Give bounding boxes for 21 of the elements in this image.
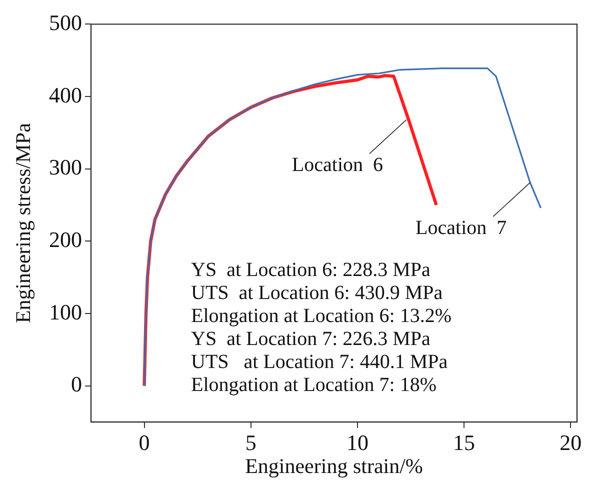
y-tick-label: 300 — [49, 154, 82, 180]
y-tick-label: 0 — [71, 372, 82, 397]
annotation: UTS at Location 6: 430.9 MPa — [191, 282, 443, 304]
annotation: Elongation at Location 7: 18% — [191, 374, 436, 396]
annotation: YS at Location 6: 228.3 MPa — [191, 259, 431, 282]
annotation: Location 6 — [292, 154, 384, 176]
x-axis-title: Engineering strain/% — [245, 454, 423, 478]
y-tick-label: 400 — [49, 82, 82, 108]
y-tick-label: 500 — [49, 10, 82, 35]
y-tick-label: 200 — [49, 226, 82, 252]
annotation: Elongation at Location 6: 13.2% — [191, 305, 452, 328]
x-tick-label: 10 — [346, 430, 368, 455]
annotation: Location 7 — [416, 216, 507, 239]
x-tick-label: 0 — [138, 430, 150, 455]
y-axis-title: Engineering stress/MPa — [11, 122, 36, 324]
y-tick-label: 100 — [49, 299, 82, 324]
x-tick-label: 5 — [245, 430, 256, 455]
x-tick-label: 15 — [453, 430, 476, 455]
x-tick-label: 20 — [560, 430, 582, 455]
annotation: UTS at Location 7: 440.1 MPa — [191, 351, 448, 374]
annotation: YS at Location 7: 226.3 MPa — [191, 328, 431, 350]
